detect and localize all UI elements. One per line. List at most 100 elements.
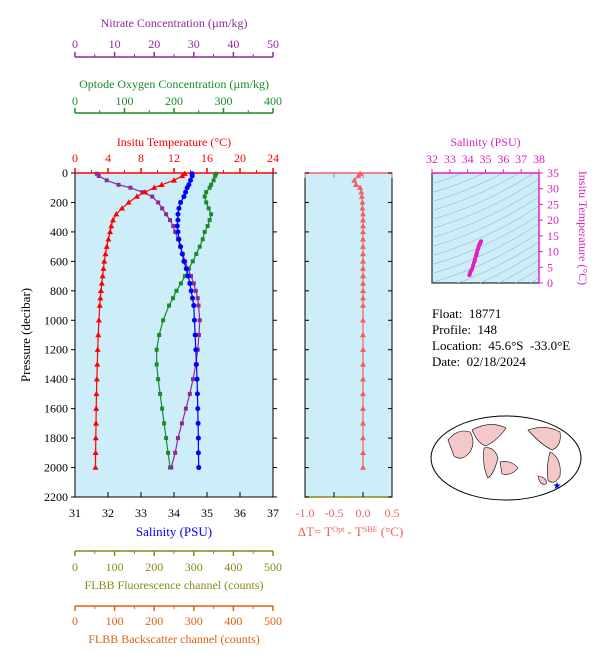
- delta-t-point: [360, 302, 366, 308]
- density-contour: [515, 268, 539, 283]
- delta-t-point: [353, 181, 360, 187]
- salinity-tick-label: 34: [168, 506, 180, 520]
- temperature-point: [158, 181, 165, 187]
- temperature-point: [108, 222, 115, 229]
- temperature-tick-label: 4: [105, 151, 111, 165]
- oxygen-tick-label: 0: [72, 94, 78, 108]
- oxygen-point: [205, 224, 210, 229]
- ts-y-tick-label: 10: [547, 245, 559, 259]
- density-contour: [432, 173, 464, 184]
- density-contour: [530, 277, 539, 283]
- delta-t-point: [360, 236, 366, 242]
- density-contour: [432, 232, 539, 283]
- nitrate-tick-label: 0: [72, 37, 78, 51]
- nitrate-tick-label: 10: [109, 37, 121, 51]
- map-landmass: [547, 451, 561, 483]
- nitrate-point: [175, 436, 180, 441]
- temperature-tick-label: 8: [138, 151, 144, 165]
- salinity-point: [188, 177, 193, 183]
- ts-x-tick-label: 34: [462, 152, 474, 166]
- pressure-tick-label: 200: [50, 195, 68, 209]
- delta-t-point: [360, 272, 366, 279]
- oxygen-point: [174, 288, 179, 293]
- salinity-point: [189, 295, 195, 301]
- nitrate-point: [193, 288, 198, 293]
- ts-x-tick-label: 33: [444, 152, 456, 166]
- map-landmass: [537, 475, 547, 485]
- salinity-tick-label: 36: [234, 506, 246, 520]
- temperature-line: [94, 173, 186, 468]
- pressure-axis-label: Pressure (decibar): [18, 288, 33, 382]
- backscatter-tick-label: 100: [106, 614, 124, 628]
- density-contour: [432, 205, 539, 256]
- temperature-tick-label: 24: [267, 151, 279, 165]
- delta-t-point: [360, 464, 366, 470]
- pressure-tick-label: 400: [50, 225, 68, 239]
- delta-t-point: [360, 216, 366, 223]
- delta-t-point: [357, 184, 364, 190]
- temperature-point: [102, 250, 109, 257]
- pressure-tick-label: 2200: [44, 490, 68, 504]
- salinity-point: [176, 236, 182, 242]
- nitrate-tick-label: 20: [148, 37, 160, 51]
- temperature-point: [99, 272, 106, 279]
- delta-t-point: [360, 250, 366, 257]
- temperature-point: [93, 375, 100, 382]
- salinity-tick-label: 35: [201, 506, 213, 520]
- ts-y-tick-label: 20: [547, 213, 559, 227]
- delta-t-point: [360, 265, 366, 271]
- density-contour: [432, 223, 539, 274]
- oxygen-point: [202, 194, 207, 199]
- salinity-point: [175, 217, 181, 223]
- oxygen-tick-label: 100: [116, 94, 134, 108]
- oxygen-point: [167, 303, 172, 308]
- nitrate-point: [191, 377, 196, 382]
- delta-t-point: [360, 449, 366, 456]
- profile-plot-area: [74, 172, 274, 498]
- delta-t-point: [360, 434, 366, 441]
- delta-t-tick-label: 0.5: [385, 506, 400, 520]
- ts-point: [472, 259, 477, 263]
- map-landmass: [447, 430, 474, 459]
- nitrate-point: [128, 185, 133, 190]
- ts-plot-area: [431, 172, 540, 284]
- density-contour: [479, 250, 539, 283]
- oxygen-point: [206, 206, 211, 211]
- salinity-point: [195, 435, 201, 441]
- nitrate-point: [179, 421, 184, 426]
- oxygen-point: [197, 244, 202, 249]
- ts-x-tick-label: 32: [426, 152, 438, 166]
- delta-t-point: [358, 188, 365, 195]
- delta-t-point: [358, 193, 365, 199]
- ts-y-tick-label: 25: [547, 197, 559, 211]
- salinity-tick-label: 37: [267, 506, 279, 520]
- temperature-point: [105, 236, 112, 242]
- backscatter-tick-label: 300: [185, 614, 203, 628]
- temperature-point: [100, 265, 107, 271]
- profile-row: Profile: 148: [432, 322, 497, 337]
- delta-t-point: [360, 361, 366, 367]
- ts-x-axis-label: Salinity (PSU): [450, 135, 520, 149]
- world-map: ★: [430, 415, 582, 501]
- nitrate-point: [197, 318, 202, 323]
- delta-t-point: [360, 243, 366, 249]
- salinity-point: [194, 391, 200, 397]
- temperature-tick-label: 20: [234, 151, 246, 165]
- temperature-point: [107, 228, 114, 235]
- ts-point: [476, 246, 481, 251]
- nitrate-point: [150, 194, 155, 199]
- float-row: Float: 18771: [432, 306, 502, 321]
- ts-x-tick-label: 37: [515, 152, 527, 166]
- oxygen-tick-label: 200: [165, 94, 183, 108]
- delta-t-point: [359, 205, 366, 211]
- oxygen-point: [211, 178, 216, 183]
- oxygen-line: [156, 173, 217, 468]
- temperature-point: [119, 205, 126, 211]
- oxygen-point: [204, 200, 209, 205]
- delta-t-point: [360, 228, 366, 235]
- nitrate-tick-label: 50: [267, 37, 279, 51]
- temperature-point: [171, 177, 177, 183]
- nitrate-point: [94, 171, 99, 176]
- temperature-axis-label: Insitu Temperature (°C): [117, 135, 231, 149]
